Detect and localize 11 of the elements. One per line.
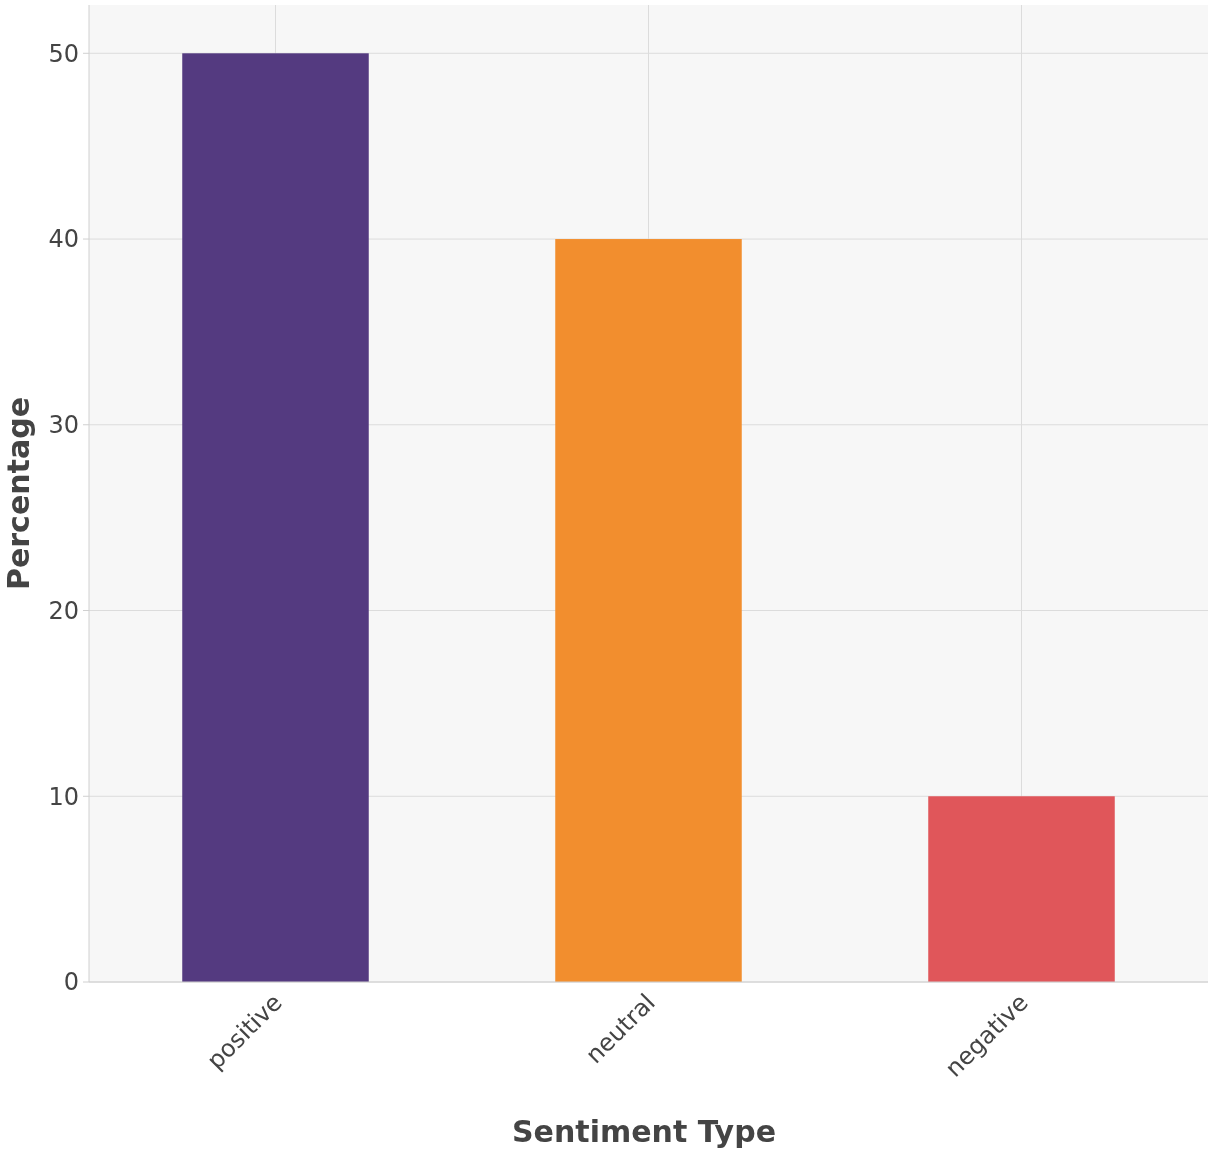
bar	[182, 53, 369, 982]
y-axis-title: Percentage	[1, 396, 36, 591]
y-tick-label: 50	[48, 39, 79, 68]
x-axis-title: Sentiment Type	[512, 1114, 776, 1149]
y-tick-label: 30	[48, 411, 79, 440]
bar	[928, 796, 1115, 982]
y-tick-label: 40	[48, 225, 79, 254]
y-tick-label: 0	[63, 968, 79, 997]
y-tick-label: 10	[48, 782, 79, 811]
y-tick-label: 20	[48, 596, 79, 625]
bar	[555, 239, 742, 982]
